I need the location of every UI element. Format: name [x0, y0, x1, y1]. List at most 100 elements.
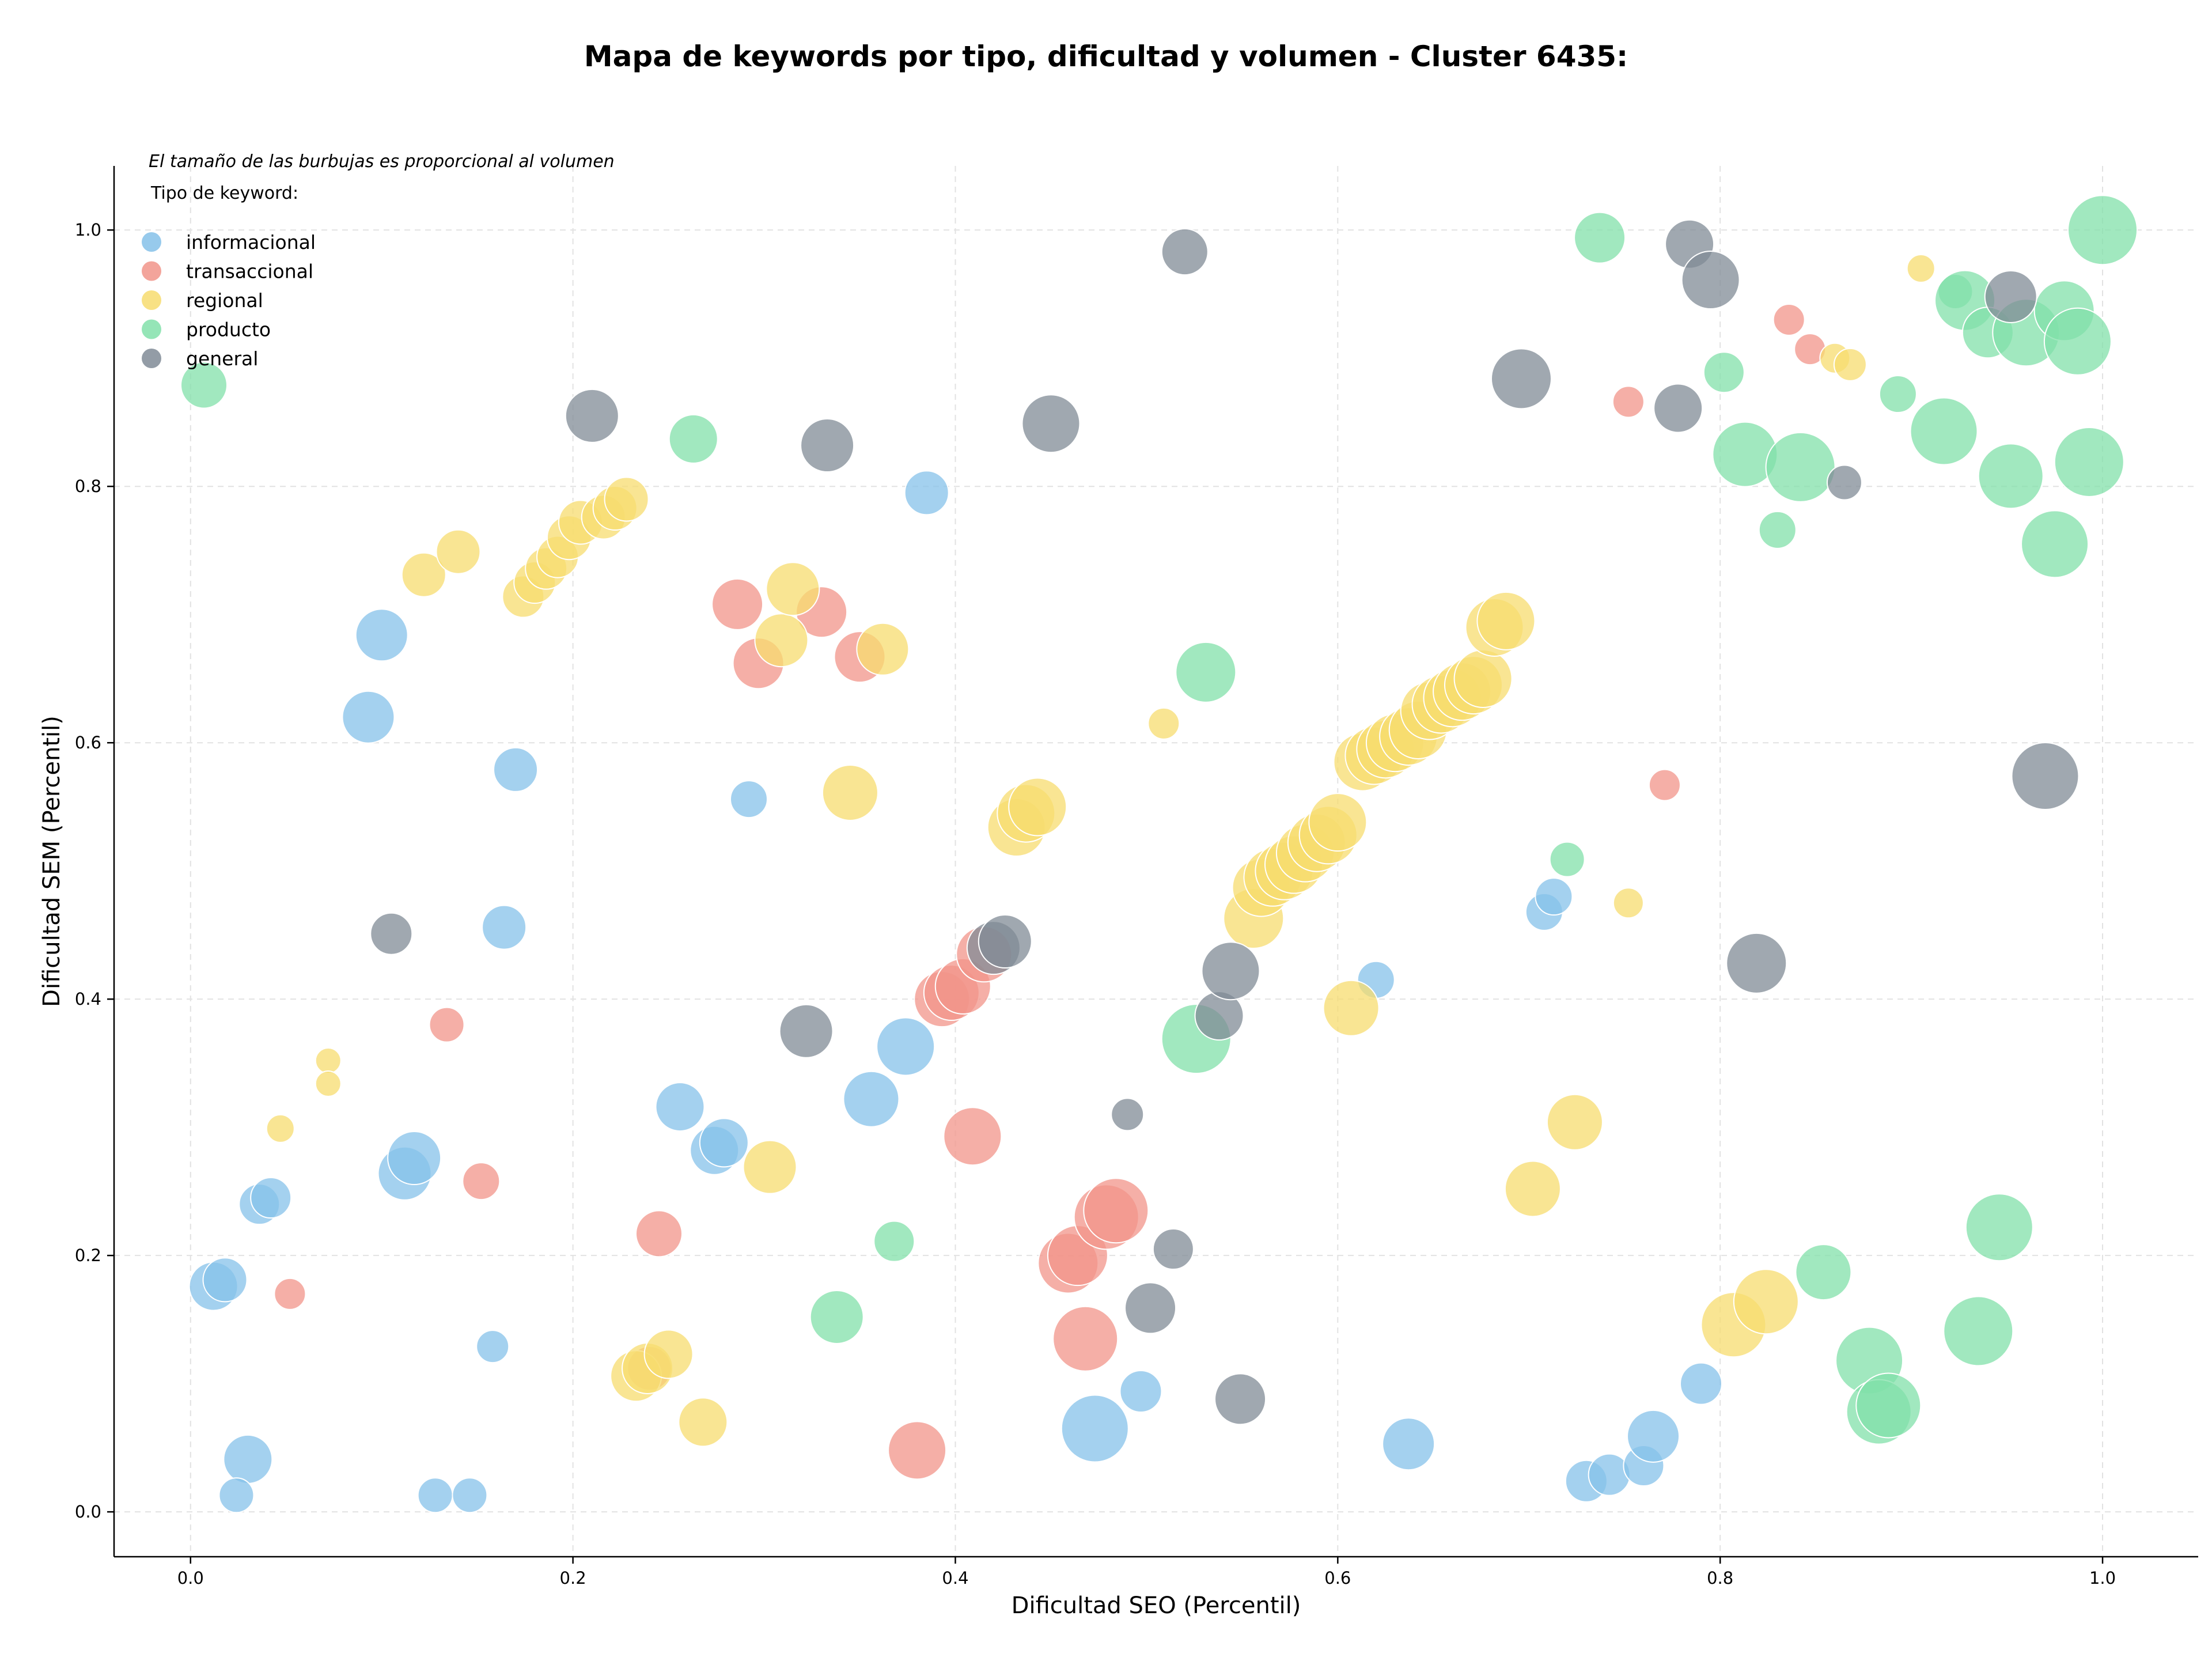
- bubble-regional: [1147, 707, 1180, 740]
- legend-label-regional: regional: [186, 289, 263, 312]
- bubble-producto: [873, 1220, 915, 1262]
- bubble-transaccional: [1648, 769, 1681, 801]
- bubble-informacional: [1119, 1369, 1162, 1413]
- bubble-producto: [1910, 397, 1978, 466]
- bubble-transaccional: [462, 1162, 501, 1201]
- bubble-regional: [1733, 1269, 1799, 1335]
- bubble-informacional: [493, 747, 539, 792]
- bubble-informacional: [218, 1477, 255, 1514]
- y-axis-label: Dificultad SEM (Percentil): [39, 716, 65, 1007]
- bubble-regional: [643, 1329, 694, 1379]
- bubble-informacional: [250, 1177, 292, 1219]
- bubble-informacional: [476, 1330, 510, 1364]
- bubble-informacional: [1382, 1417, 1435, 1471]
- bubble-informacional: [342, 690, 395, 744]
- ticks: 0.0 0.2 0.4 0.6 0.8 1.0 0.0 0.2 0.4 0.6 0.8 1.0: [75, 220, 2116, 1588]
- bubble-regional: [1453, 649, 1513, 708]
- bubble-producto: [1758, 510, 1797, 549]
- bubble-producto: [1175, 641, 1237, 703]
- bubble-informacional: [699, 1118, 749, 1168]
- x-tick-label: 1.0: [2089, 1568, 2116, 1588]
- bubble-general: [1490, 348, 1552, 410]
- bubble-producto: [1574, 211, 1626, 264]
- bubble-general: [800, 418, 855, 473]
- bubble-informacional: [729, 780, 768, 819]
- bubble-regional: [743, 1140, 797, 1194]
- bubble-regional: [1906, 253, 1936, 283]
- y-tick-label: 1.0: [75, 220, 101, 240]
- x-tick-label: 0.0: [177, 1568, 204, 1588]
- bubble-transaccional: [1612, 385, 1645, 418]
- legend-marker-regional: [142, 290, 161, 310]
- bubble-producto: [809, 1289, 864, 1344]
- bubble-informacional: [223, 1434, 273, 1484]
- bubble-regional: [754, 613, 809, 668]
- bubble-general: [1214, 1373, 1267, 1425]
- bubble-informacional: [1679, 1362, 1722, 1405]
- bubble-transaccional: [943, 1107, 1002, 1166]
- x-tick-label: 0.2: [560, 1568, 586, 1588]
- x-tick-label: 0.6: [1324, 1568, 1351, 1588]
- bubble-regional: [1308, 793, 1368, 852]
- bubble-size-note: El tamaño de las burbujas es proporciona…: [149, 152, 615, 172]
- bubble-regional: [1504, 1160, 1561, 1217]
- legend-marker-transaccional: [142, 261, 161, 281]
- bubble-informacional: [655, 1082, 705, 1132]
- bubble-producto: [668, 414, 718, 464]
- bubble-regional: [315, 1070, 342, 1098]
- bubble-transaccional: [1052, 1306, 1119, 1372]
- legend-marker-informacional: [142, 232, 161, 252]
- bubble-regional: [856, 622, 910, 676]
- bubble-regional: [821, 764, 878, 821]
- legend-label-informacional: informacional: [186, 231, 316, 253]
- x-tick-label: 0.4: [942, 1568, 968, 1588]
- bubble-informacional: [417, 1477, 453, 1514]
- bubble-producto: [180, 361, 228, 409]
- chart-title: Mapa de keywords por tipo, dificultad y …: [584, 40, 1628, 73]
- bubble-general: [1726, 932, 1787, 994]
- bubble-regional: [1546, 1094, 1603, 1151]
- bubble-transaccional: [274, 1277, 306, 1310]
- bubble-producto: [1965, 1193, 2033, 1262]
- bubble-general: [1984, 270, 2037, 323]
- bubble-general: [2011, 742, 2080, 811]
- legend-title: Tipo de keyword:: [150, 183, 298, 203]
- bubble-informacional: [876, 1017, 935, 1076]
- bubble-general: [1021, 394, 1081, 453]
- bubble-general: [1124, 1282, 1177, 1334]
- bubble-regional: [1833, 347, 1867, 381]
- legend-label-producto: producto: [186, 319, 271, 341]
- bubble-regional: [435, 529, 481, 574]
- bubble-general: [1152, 1228, 1194, 1270]
- bubble-general: [1201, 941, 1260, 1001]
- x-axis-label: Dificultad SEO (Percentil): [1012, 1592, 1301, 1619]
- bubble-general: [1681, 251, 1740, 310]
- legend-marker-general: [142, 349, 161, 368]
- bubble-transaccional: [429, 1007, 465, 1043]
- legend-marker-producto: [142, 319, 161, 339]
- bubble-regional: [766, 562, 820, 616]
- bubble-general: [565, 388, 619, 443]
- bubble-regional: [401, 552, 446, 597]
- bubble-producto: [1855, 1372, 1922, 1439]
- axes: [113, 166, 2198, 1558]
- bubble-regional: [678, 1397, 728, 1447]
- bubble-informacional: [355, 608, 408, 662]
- bubble-informacional: [452, 1477, 488, 1514]
- legend-label-transaccional: transaccional: [186, 260, 313, 283]
- bubble-transaccional: [635, 1210, 683, 1258]
- bubble-informacional: [904, 470, 949, 516]
- bubble-producto: [1765, 432, 1836, 502]
- bubble-producto: [1549, 841, 1585, 877]
- y-tick-label: 0.4: [75, 989, 101, 1009]
- bubble-general: [370, 912, 413, 955]
- bubble-general: [1653, 383, 1703, 433]
- bubble-producto: [1943, 1296, 2014, 1367]
- bubble-general: [1826, 464, 1862, 501]
- bubble-informacional: [1627, 1409, 1680, 1463]
- bubble-regional: [315, 1047, 342, 1074]
- bubble-general: [1161, 228, 1209, 276]
- bubble-producto: [2043, 307, 2112, 376]
- bubble-informacional: [1535, 877, 1573, 916]
- bubble-producto: [1978, 443, 2044, 509]
